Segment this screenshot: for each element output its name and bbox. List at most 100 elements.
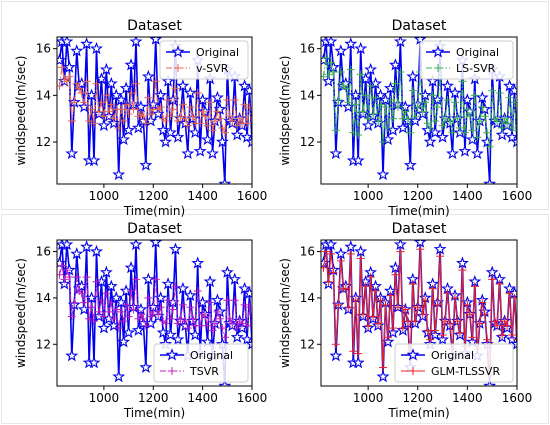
chart-1-series-v-svr-point xyxy=(129,105,138,114)
chart-1-series-v-svr-point xyxy=(171,84,180,93)
chart-4-series-glm-tlssvr-point xyxy=(396,247,405,256)
chart-4-series-glm-tlssvr-point xyxy=(331,340,340,349)
chart-1-series-v-svr-point xyxy=(169,105,178,114)
chart-4-series-original-point xyxy=(505,332,517,346)
chart-4-series-original-point xyxy=(413,240,427,248)
chart-4-series-glm-tlssvr-point xyxy=(351,296,360,305)
chart-4-series-glm-tlssvr-point xyxy=(369,312,378,321)
chart-3-series-tsvr-point xyxy=(85,314,94,323)
chart-3-series-tsvr-point xyxy=(188,314,197,323)
chart-3-series-original-point xyxy=(77,302,91,315)
chart-3-series-tsvr-point xyxy=(223,296,232,305)
chart-2-series-original-point xyxy=(441,79,454,92)
chart-3-series-original-point xyxy=(112,369,126,383)
chart-4-series-original-point xyxy=(386,325,400,339)
chart-3-series-tsvr-point xyxy=(62,266,71,275)
chart-2-series-ls-svr-point xyxy=(438,121,447,130)
chart-1-series-original-point xyxy=(188,125,202,139)
chart-3-series-original-point xyxy=(119,284,133,297)
chart-1-series-original-point xyxy=(134,100,148,113)
chart-1-series-original-point xyxy=(90,41,103,55)
chart-4-series-glm-tlssvr-point xyxy=(468,333,477,342)
chart-1-series-v-svr-point xyxy=(117,105,126,114)
chart-3-y-axis-label: windspeed(m/sec) xyxy=(14,258,28,368)
chart-2-series-original-point xyxy=(428,125,442,139)
chart-4-series-glm-tlssvr-point xyxy=(364,321,373,330)
chart-1-series-original-point xyxy=(193,144,207,157)
chart-1-series-original-point xyxy=(114,93,128,106)
chart-1-series-v-svr-point xyxy=(80,98,89,107)
chart-4-series-glm-tlssvr-point xyxy=(493,321,502,330)
chart-2-series-ls-svr-point xyxy=(485,142,494,151)
chart-3-series-tsvr-point xyxy=(151,275,160,284)
chart-2-y-tick-label: 14 xyxy=(300,88,315,102)
chart-2-x-tick-label: 1400 xyxy=(452,189,483,203)
chart-1-series-v-svr-point xyxy=(119,117,128,125)
chart-3-series-original-point xyxy=(171,332,185,346)
chart-3-series-original-point xyxy=(169,242,182,255)
chart-3-series-original-point xyxy=(203,274,217,288)
chart-2-y-axis-label: windspeed(m/sec) xyxy=(278,56,292,166)
chart-2-y-tick-label: 12 xyxy=(300,135,315,149)
chart-3-series-tsvr-point xyxy=(203,321,212,330)
chart-2-series-original-point xyxy=(351,153,365,167)
chart-3-series-tsvr-point xyxy=(124,312,133,321)
chart-2-series-original-point xyxy=(396,121,410,134)
chart-3-series-tsvr-point xyxy=(208,326,217,335)
chart-2-series-ls-svr-point xyxy=(483,128,492,137)
chart-3-series-tsvr-point xyxy=(136,310,145,319)
chart-2-x-tick-label: 1200 xyxy=(402,189,433,203)
chart-1-series-original-point xyxy=(99,62,113,76)
chart-1-series-v-svr-point xyxy=(176,112,185,121)
chart-1-series-v-svr-point xyxy=(166,112,175,121)
chart-4-legend-marker xyxy=(406,348,420,361)
chart-4-series-glm-tlssvr-point xyxy=(356,254,365,263)
chart-2-series-ls-svr-point xyxy=(495,89,504,97)
chart-1-series-v-svr-point xyxy=(198,107,207,116)
chart-4-series-glm-tlssvr-point xyxy=(436,252,445,261)
chart-3-series-tsvr-point xyxy=(225,314,234,323)
chart-4-series-original-point xyxy=(351,356,365,369)
chart-3-x-tick-label: 1000 xyxy=(89,391,120,405)
chart-2-series-ls-svr-point xyxy=(346,65,355,74)
chart-2-series-ls-svr-point xyxy=(381,103,390,111)
chart-2-series-ls-svr-point xyxy=(468,126,477,135)
chart-1-series-v-svr-point xyxy=(183,121,192,130)
chart-4-series-glm-tlssvr-point xyxy=(490,317,499,326)
chart-1-series-v-svr-point xyxy=(127,89,136,97)
chart-1-series-original-point xyxy=(164,125,177,139)
chart-3-series-tsvr-point xyxy=(97,296,106,305)
chart-3-x-axis-label: Time(min) xyxy=(123,406,185,420)
chart-3-series-original-point xyxy=(238,281,252,295)
chart-2-series-original-point xyxy=(344,37,358,50)
chart-2-series-original-point xyxy=(408,114,422,127)
chart-2-series-ls-svr-point xyxy=(488,86,497,95)
chart-1-legend-label: v-SVR xyxy=(196,62,229,75)
chart-1-series-v-svr-point xyxy=(67,117,76,125)
chart-1: Dataset Time(min) windspeed(m/sec) 1000 1200… xyxy=(14,18,267,218)
chart-1-series-v-svr-point xyxy=(151,77,160,86)
chart-1-y-tick-label: 14 xyxy=(36,88,51,102)
chart-1-series-original-point xyxy=(240,130,252,143)
chart-1-title: Dataset xyxy=(127,18,182,34)
chart-2-series-ls-svr-point xyxy=(376,100,385,109)
chart-1-series-v-svr-point xyxy=(223,96,232,104)
chart-4-series-original-point xyxy=(324,240,338,251)
chart-2-legend: Original LS-SVR xyxy=(419,40,514,80)
chart-1-series-original-point xyxy=(75,76,89,90)
chart-4-series-original-point xyxy=(376,369,390,383)
chart-4-y-tick-label: 14 xyxy=(300,291,315,305)
chart-3-series-original-point xyxy=(80,240,94,253)
chart-2-series-ls-svr-point xyxy=(401,107,410,116)
chart-3-series-original-point xyxy=(57,277,71,290)
chart-1-series-v-svr-point xyxy=(65,72,74,81)
chart-1-series-original-point xyxy=(243,83,252,97)
chart-3-series-original-point xyxy=(104,279,118,292)
chart-2-series-ls-svr-point xyxy=(465,112,474,121)
chart-3-series-original-point xyxy=(164,328,177,341)
chart-4-series-glm-tlssvr-point xyxy=(438,331,447,340)
chart-3-y-tick-label: 14 xyxy=(36,291,51,305)
chart-4-series-glm-tlssvr-point xyxy=(443,289,452,298)
chart-3-series-tsvr-point xyxy=(90,317,99,326)
chart-4-series-original-point xyxy=(436,332,450,346)
